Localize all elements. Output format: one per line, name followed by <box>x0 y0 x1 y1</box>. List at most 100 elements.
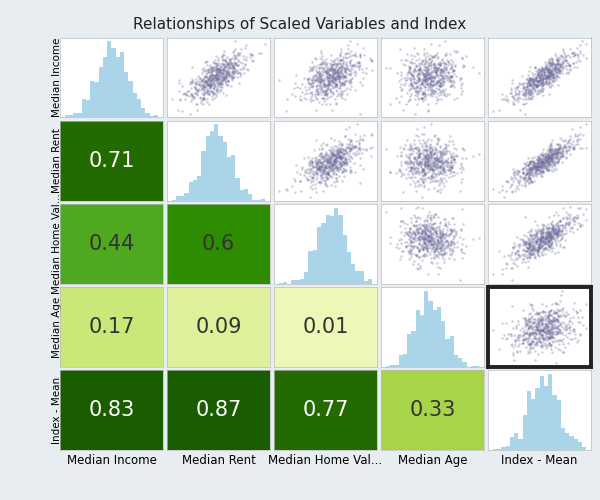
Point <box>554 226 563 234</box>
Point <box>542 64 551 72</box>
Point <box>424 74 434 82</box>
Y-axis label: Median Age: Median Age <box>52 296 62 358</box>
Point <box>427 172 436 179</box>
Point <box>415 245 424 253</box>
Point <box>411 187 421 195</box>
Point <box>541 308 550 316</box>
Point <box>419 235 428 243</box>
Point <box>350 168 359 176</box>
Point <box>532 310 542 318</box>
Bar <box>73 113 77 117</box>
Point <box>425 140 435 148</box>
Point <box>538 326 548 334</box>
Point <box>407 81 416 89</box>
Point <box>423 223 433 231</box>
Point <box>421 170 430 177</box>
Point <box>335 158 345 166</box>
Point <box>312 85 322 93</box>
Point <box>565 62 574 70</box>
Point <box>542 150 551 158</box>
Point <box>435 68 445 76</box>
Point <box>411 252 421 260</box>
Point <box>417 157 427 165</box>
Point <box>306 93 316 101</box>
Point <box>332 60 341 68</box>
Point <box>409 68 419 76</box>
Bar <box>565 432 569 450</box>
Point <box>526 238 536 246</box>
Point <box>509 100 519 108</box>
Point <box>532 156 542 164</box>
Point <box>324 163 334 171</box>
Point <box>545 56 554 64</box>
Point <box>523 347 533 355</box>
Point <box>227 74 237 82</box>
Point <box>343 144 353 152</box>
Point <box>417 66 427 74</box>
Point <box>410 213 420 221</box>
Y-axis label: Median Rent: Median Rent <box>52 128 62 193</box>
Point <box>408 72 418 80</box>
Point <box>545 148 555 156</box>
Point <box>529 332 538 340</box>
Point <box>422 244 432 252</box>
Point <box>215 82 225 90</box>
Point <box>533 86 542 94</box>
Point <box>431 64 441 72</box>
Point <box>509 172 519 179</box>
Point <box>545 72 555 80</box>
Point <box>547 68 556 76</box>
Point <box>447 245 457 253</box>
Point <box>448 158 457 166</box>
Point <box>311 72 321 80</box>
Point <box>319 166 328 173</box>
Point <box>413 166 423 174</box>
Point <box>518 80 527 88</box>
Point <box>215 66 225 74</box>
Point <box>313 78 323 86</box>
Point <box>529 164 538 172</box>
Point <box>553 158 563 166</box>
Point <box>429 246 439 254</box>
Point <box>445 158 455 166</box>
Point <box>448 76 457 84</box>
Point <box>326 64 336 72</box>
Point <box>412 83 421 91</box>
Point <box>551 166 560 173</box>
Point <box>358 164 367 172</box>
Point <box>208 81 217 89</box>
Point <box>455 76 464 84</box>
Point <box>318 168 328 175</box>
Point <box>549 150 559 158</box>
Point <box>316 177 325 185</box>
Point <box>439 249 449 257</box>
Point <box>524 242 533 250</box>
Point <box>533 236 542 244</box>
Point <box>422 76 431 84</box>
Point <box>429 154 439 162</box>
Point <box>430 254 439 262</box>
Point <box>525 329 535 337</box>
Point <box>422 152 431 160</box>
Point <box>544 72 553 80</box>
Point <box>551 152 560 160</box>
Point <box>191 78 201 86</box>
Point <box>426 77 436 85</box>
Point <box>529 340 538 347</box>
Point <box>223 60 232 68</box>
Point <box>529 334 539 342</box>
Point <box>521 335 530 343</box>
Point <box>345 136 355 143</box>
Point <box>513 241 523 249</box>
Point <box>545 68 554 76</box>
Point <box>340 149 349 157</box>
Point <box>440 64 450 72</box>
Point <box>317 58 327 66</box>
Point <box>436 162 446 170</box>
Point <box>427 232 436 239</box>
Point <box>431 176 441 184</box>
Point <box>325 152 335 160</box>
Point <box>323 68 333 76</box>
Point <box>547 226 557 234</box>
Point <box>518 236 528 244</box>
